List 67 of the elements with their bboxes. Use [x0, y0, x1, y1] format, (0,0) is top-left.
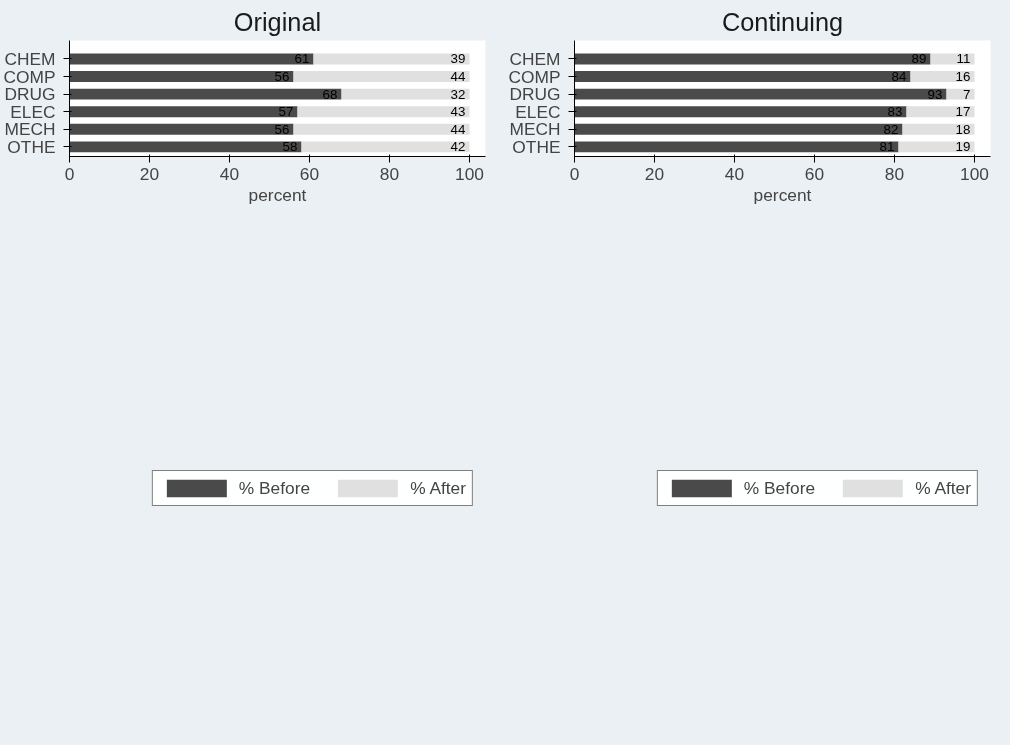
x-tick-label: 0 [569, 163, 580, 184]
data-label: 32 [450, 86, 466, 102]
x-tick-label: 20 [644, 163, 665, 184]
data-label: 93 [927, 86, 943, 102]
data-label: 19 [955, 139, 971, 155]
x-tick-label: 60 [804, 163, 825, 184]
bar [293, 123, 470, 135]
bar [574, 123, 903, 135]
data-label: 17 [955, 104, 971, 120]
data-label: 57 [278, 104, 294, 120]
x-axis-title: percent [753, 184, 812, 205]
data-label: 56 [274, 121, 290, 137]
x-tick-label: 20 [139, 163, 160, 184]
data-label: 11 [956, 51, 971, 67]
bar [898, 141, 975, 153]
x-tick-label: 40 [724, 163, 745, 184]
bar [341, 88, 470, 100]
bar [301, 141, 470, 153]
data-label: 68 [322, 86, 338, 102]
data-label: 56 [274, 69, 290, 85]
y-tick-label: CHEM [4, 48, 56, 69]
y-tick-label: CHEM [509, 48, 561, 69]
x-tick-label: 80 [379, 163, 400, 184]
chart-title: Continuing [721, 7, 844, 36]
bar [293, 71, 470, 82]
x-tick-label: 0 [64, 163, 75, 184]
legend-label: % After [915, 477, 971, 499]
y-tick-label: COMP [3, 66, 56, 87]
data-label: 44 [450, 69, 466, 85]
x-tick-label: 40 [219, 163, 240, 184]
bar [69, 141, 302, 153]
data-label: 42 [450, 139, 466, 155]
x-tick-label: 80 [884, 163, 905, 184]
legend-label: % Before [238, 477, 311, 499]
data-label: 58 [282, 139, 298, 155]
bar [574, 71, 911, 82]
data-label: 43 [450, 104, 466, 120]
bar [946, 88, 975, 100]
data-label: 83 [887, 104, 903, 120]
bar [574, 106, 907, 118]
data-label: 44 [450, 121, 466, 137]
data-label: 18 [955, 121, 971, 137]
x-tick-label: 100 [960, 163, 989, 184]
data-label: 39 [450, 51, 466, 67]
x-axis-title: percent [248, 184, 307, 205]
bar [574, 141, 899, 153]
data-label: 89 [911, 51, 927, 67]
data-label: 61 [294, 51, 310, 67]
legend-label: % Before [743, 477, 816, 499]
y-tick-label: COMP [508, 66, 561, 87]
bar [69, 106, 298, 118]
bar [69, 71, 294, 82]
bar [906, 106, 975, 118]
x-tick-label: 100 [455, 163, 484, 184]
data-label: 7 [962, 86, 971, 102]
data-label: 82 [883, 121, 899, 137]
data-label: 84 [891, 69, 907, 85]
bar [69, 88, 342, 100]
legend-label: % After [410, 477, 466, 499]
data-label: 16 [955, 69, 971, 85]
bar [574, 88, 947, 100]
bar [297, 106, 470, 118]
bar [902, 123, 975, 135]
chart-title: Original [233, 7, 322, 36]
x-tick-label: 60 [299, 163, 320, 184]
data-label: 81 [879, 139, 895, 155]
bar [69, 123, 294, 135]
